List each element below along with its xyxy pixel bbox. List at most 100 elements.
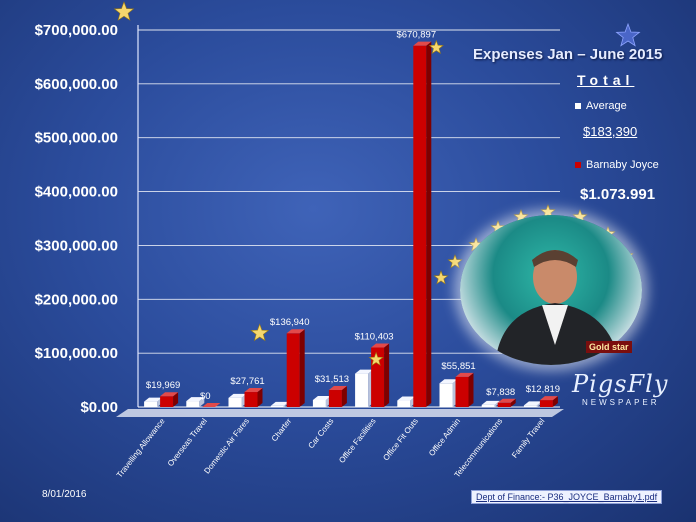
bar-barnaby-side — [299, 329, 305, 407]
bar-average-top — [397, 396, 416, 401]
data-label: $19,969 — [146, 380, 180, 391]
data-label: $670,897 — [396, 30, 436, 41]
bar-average — [228, 397, 242, 407]
gold-star-icon — [428, 39, 444, 54]
bar-barnaby — [286, 333, 300, 407]
bar-average — [312, 399, 326, 407]
portrait-photo — [460, 215, 642, 365]
bar-barnaby-top — [371, 343, 390, 348]
legend-barnaby: Barnaby Joyce — [575, 159, 659, 171]
category-label: Family Travel — [510, 417, 547, 460]
bar-barnaby-top — [539, 396, 558, 401]
bar-barnaby-top — [455, 372, 474, 377]
chart-floor — [116, 409, 564, 417]
bar-barnaby-side — [468, 372, 474, 407]
chart-title: Expenses Jan – June 2015 — [473, 46, 663, 63]
bar-average-top — [523, 401, 542, 406]
bar-barnaby-side — [426, 41, 432, 408]
bar-barnaby-side — [510, 398, 516, 407]
bar-average-top — [355, 369, 374, 374]
category-label: Overseas Travel — [166, 417, 209, 469]
bar-barnaby-top — [328, 386, 347, 391]
halo-star-icon — [433, 270, 449, 285]
bar-average — [397, 400, 411, 407]
category-label: Car Costs — [306, 417, 335, 451]
bar-average-side — [199, 397, 205, 407]
bar-barnaby — [328, 390, 342, 407]
category-label: Charter — [270, 416, 294, 443]
title-star-icon — [615, 22, 641, 47]
bar-barnaby-side — [384, 343, 390, 407]
bar-barnaby-top — [497, 398, 516, 403]
legend-swatch-barnaby — [575, 162, 581, 169]
y-tick-label: $400,000.00 — [35, 184, 118, 201]
bar-average — [270, 405, 284, 407]
bar-average-top — [186, 397, 205, 402]
logo-line1: PigsFly — [572, 370, 669, 398]
average-total: $183,390 — [583, 124, 638, 139]
logo-line2: NEWSPAPER — [582, 398, 660, 407]
data-label: $12,819 — [526, 384, 560, 395]
halo-star-icon — [540, 204, 556, 219]
data-label: $0 — [200, 391, 211, 402]
bar-barnaby-top — [244, 388, 263, 393]
bar-barnaby-side — [257, 388, 263, 407]
bar-barnaby-top — [286, 329, 305, 334]
y-tick-label: $100,000.00 — [35, 345, 118, 362]
source-link[interactable]: Dept of Finance:- P36_JOYCE_Barnaby1.pdf — [471, 490, 663, 504]
bar-barnaby-side — [173, 392, 179, 407]
bar-average — [481, 404, 495, 407]
bar-average-top — [439, 379, 458, 384]
category-label: Office Fit Outs — [381, 417, 419, 463]
pigsfly-logo: PigsFly NEWSPAPER — [572, 370, 682, 430]
bar-average-top — [144, 397, 163, 402]
bar-average-top — [228, 393, 247, 398]
legend-swatch-average — [575, 103, 581, 110]
bar-barnaby — [160, 396, 174, 407]
bar-barnaby-side — [341, 386, 347, 407]
bar-barnaby — [497, 402, 511, 407]
bar-barnaby-top — [413, 41, 432, 46]
corner-star-icon — [113, 1, 135, 21]
halo-star-icon — [447, 254, 463, 269]
y-tick-label: $0.00 — [80, 399, 118, 416]
data-label: $110,403 — [355, 332, 394, 343]
y-tick-label: $600,000.00 — [35, 76, 118, 93]
bar-barnaby-side — [552, 396, 558, 407]
y-tick-label: $300,000.00 — [35, 237, 118, 254]
bar-average — [523, 405, 537, 407]
bar-barnaby — [455, 376, 469, 407]
data-label: $55,851 — [441, 361, 475, 372]
bar-average — [144, 401, 158, 407]
barnaby-total: $1.073.991 — [580, 186, 656, 203]
legend-barnaby-label: Barnaby Joyce — [586, 159, 659, 171]
y-tick-label: $200,000.00 — [35, 291, 118, 308]
category-label: Travelling Allowance — [115, 416, 167, 479]
total-heading: Total — [577, 72, 635, 88]
category-label: Domestic Air Fares — [202, 417, 251, 476]
data-label: $31,513 — [315, 374, 349, 385]
data-label: $7,838 — [486, 387, 515, 398]
data-label: $27,761 — [230, 376, 264, 387]
footer-date: 8/01/2016 — [42, 489, 87, 500]
category-label: Office Admin — [427, 417, 462, 458]
bar-average-top — [270, 401, 289, 406]
data-label: $136,940 — [270, 317, 310, 328]
category-label: Telecommunications — [453, 417, 505, 480]
bar-average-top — [312, 395, 331, 400]
bar-average-top — [481, 400, 500, 405]
y-tick-label: $500,000.00 — [35, 130, 118, 147]
bar-barnaby-top — [202, 403, 221, 407]
legend-average-label: Average — [586, 100, 627, 112]
gold-star-icon — [250, 323, 270, 342]
bar-average — [355, 373, 369, 407]
category-label: Office Facilities — [337, 417, 377, 465]
bar-barnaby-top — [160, 392, 179, 397]
gold-star-icon — [368, 351, 384, 366]
bar-barnaby — [539, 400, 553, 407]
y-tick-label: $700,000.00 — [35, 22, 118, 39]
gold-star-caption: Gold star — [586, 341, 632, 353]
bar-average — [186, 401, 200, 407]
